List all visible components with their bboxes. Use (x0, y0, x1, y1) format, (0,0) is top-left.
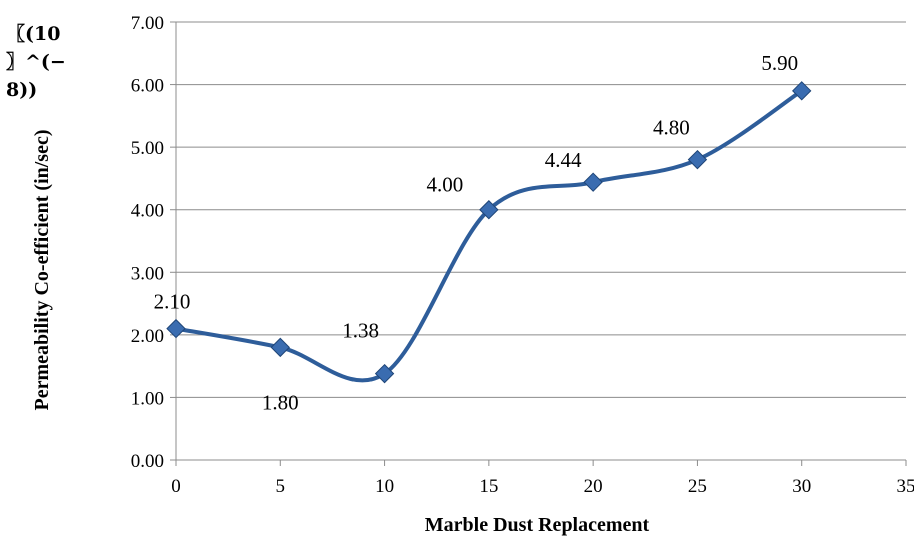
data-label: 1.80 (262, 390, 299, 414)
data-label: 5.90 (761, 51, 798, 75)
y-tick-label: 3.00 (131, 263, 164, 284)
x-tick-label: 15 (479, 476, 498, 497)
y-axis-title-fragment-3: 8)) (6, 79, 37, 101)
y-axis-title: Permeability Co-efficient (in/sec) (31, 129, 53, 410)
y-axis-title-fragment-1: 〖(10 (6, 22, 60, 45)
axes (170, 21, 907, 466)
data-point-marker (792, 81, 812, 101)
data-point-marker (374, 363, 395, 384)
gridlines (176, 21, 906, 398)
data-label: 2.10 (154, 290, 191, 314)
data-point-marker (479, 200, 499, 220)
x-tick-label: 25 (688, 476, 707, 497)
data-point-marker (583, 172, 603, 192)
series-markers (166, 81, 812, 384)
y-tick-label: 2.00 (131, 326, 164, 347)
y-tick-label: 7.00 (131, 13, 164, 34)
data-point-marker (270, 337, 290, 358)
x-tick-label: 5 (276, 476, 286, 497)
series-line (175, 89, 803, 383)
y-tick-label: 4.00 (131, 201, 164, 222)
y-tick-label: 5.00 (131, 138, 164, 159)
data-label: 4.80 (653, 116, 690, 140)
data-labels: 2.10 1.80 1.38 4.00 4.44 4.80 5.90 (154, 51, 798, 415)
x-tick-label: 30 (792, 476, 811, 497)
series-path (175, 89, 803, 383)
x-tick-label: 0 (171, 476, 181, 497)
data-point-marker (166, 318, 186, 339)
x-tick-labels: 0 5 10 15 20 25 30 35 (171, 476, 914, 497)
y-tick-label: 1.00 (131, 388, 164, 409)
x-axis-title: Marble Dust Replacement (425, 514, 650, 536)
y-tick-labels: 0.00 1.00 2.00 3.00 4.00 5.00 6.00 7.00 (131, 13, 164, 472)
y-tick-label: 0.00 (131, 451, 164, 472)
y-axis-title-fragment-2: 〗^(− (6, 50, 66, 73)
data-label: 4.00 (426, 173, 463, 197)
y-tick-label: 6.00 (131, 76, 164, 97)
data-label: 4.44 (545, 148, 582, 172)
data-point-marker (687, 149, 708, 170)
x-tick-label: 35 (897, 476, 914, 497)
x-tick-label: 20 (584, 476, 603, 497)
data-label: 1.38 (342, 319, 379, 343)
x-tick-label: 10 (375, 476, 394, 497)
